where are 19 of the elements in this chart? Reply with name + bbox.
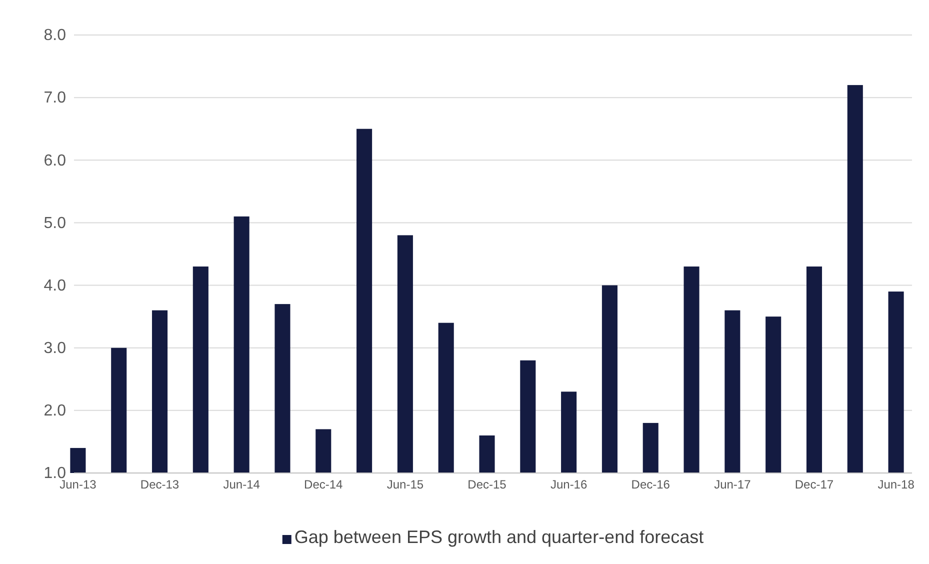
x-tick-label: Jun-14 <box>223 478 260 492</box>
y-tick-label: 3.0 <box>44 340 66 357</box>
y-tick-label: 2.0 <box>44 402 66 420</box>
y-tick-label: 4.0 <box>44 277 66 294</box>
y-tick-label: 8.0 <box>44 27 66 44</box>
x-tick-label: Dec-17 <box>794 478 834 492</box>
x-tick-label: Jun-18 <box>878 478 915 492</box>
y-tick-label: 7.0 <box>44 90 66 107</box>
x-tick-label: Dec-16 <box>631 478 670 492</box>
x-tick-label: Dec-14 <box>304 478 344 492</box>
x-tick-label: Jun-17 <box>714 478 752 492</box>
y-tick-label: 5.0 <box>44 214 66 232</box>
legend-label: Gap between EPS growth and quarter-end forecast <box>294 527 704 547</box>
x-tick-label: Jun-15 <box>386 478 424 492</box>
x-tick-label: Jun-13 <box>60 478 97 492</box>
x-tick-label: Dec-15 <box>468 478 507 492</box>
x-tick-label: Dec-13 <box>140 478 180 492</box>
y-tick-label: 6.0 <box>44 152 66 170</box>
x-tick-label: Jun-16 <box>550 478 588 492</box>
